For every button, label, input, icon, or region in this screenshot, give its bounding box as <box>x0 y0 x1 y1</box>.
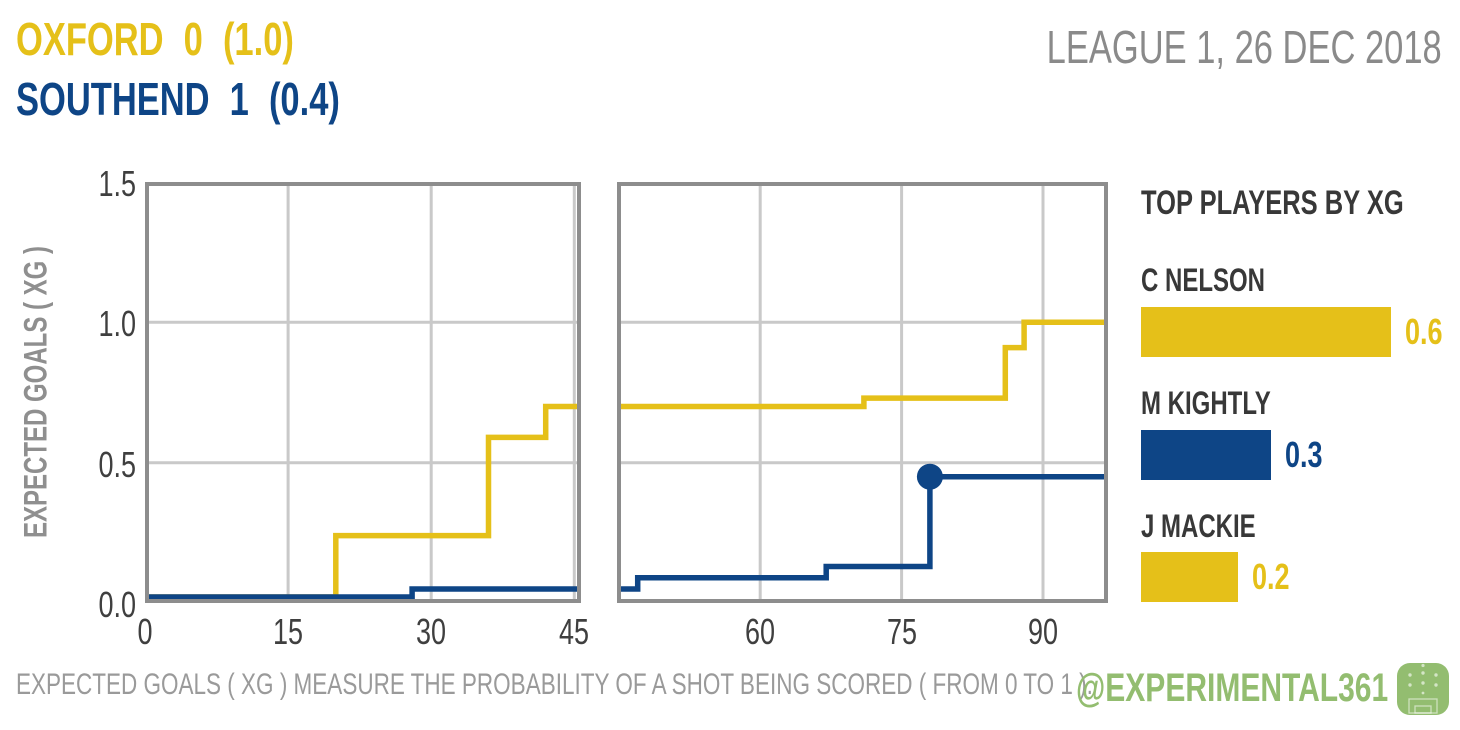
player-name: M KIGHTLY <box>1141 385 1271 421</box>
home-team-score: OXFORD 0 (1.0) <box>16 12 387 66</box>
player-xg-bar <box>1141 307 1391 357</box>
goal-marker <box>916 463 943 490</box>
first-half-panel <box>145 182 581 603</box>
home-team-score-label: OXFORD 0 (1.0) <box>16 13 294 65</box>
away-team-score: SOUTHEND 1 (0.4) <box>16 72 448 126</box>
y-tick-label: 1.0 <box>98 303 136 345</box>
x-tick-label: 45 <box>559 611 590 652</box>
player-xg-value: 0.3 <box>1285 434 1323 475</box>
legend-title: TOP PLAYERS BY XG <box>1141 184 1404 222</box>
x-tick-label: 15 <box>273 611 304 652</box>
x-tick-label: 30 <box>416 611 447 652</box>
away-team-score-label: SOUTHEND 1 (0.4) <box>16 73 340 125</box>
y-tick-label: 0.5 <box>98 443 136 485</box>
xg-definition-note: EXPECTED GOALS ( XG ) MEASURE THE PROBAB… <box>16 668 1093 701</box>
second-half-panel <box>617 182 1108 603</box>
top-players-panel: TOP PLAYERS BY XG C NELSON 0.6 M KIGHTLY 0.… <box>1141 182 1460 622</box>
player-xg-bar <box>1141 552 1238 602</box>
player-name: J MACKIE <box>1141 508 1256 544</box>
player-xg-value: 0.6 <box>1405 311 1443 352</box>
football-pitch-icon <box>1397 663 1449 715</box>
x-tick-label: 0 <box>137 611 153 652</box>
competition-date: LEAGUE 1, 26 DEC 2018 <box>1046 21 1442 73</box>
x-tick-label: 75 <box>886 611 917 652</box>
y-tick-label: 0.0 <box>98 584 136 625</box>
y-tick-label: 1.5 <box>98 163 136 204</box>
player-xg-bar <box>1141 430 1271 480</box>
player-xg-value: 0.2 <box>1252 556 1290 597</box>
credit-handle: @EXPERIMENTAL361 <box>1075 666 1388 710</box>
x-tick-label: 90 <box>1027 611 1058 652</box>
player-name: C NELSON <box>1141 262 1266 298</box>
x-tick-label: 60 <box>745 611 776 652</box>
